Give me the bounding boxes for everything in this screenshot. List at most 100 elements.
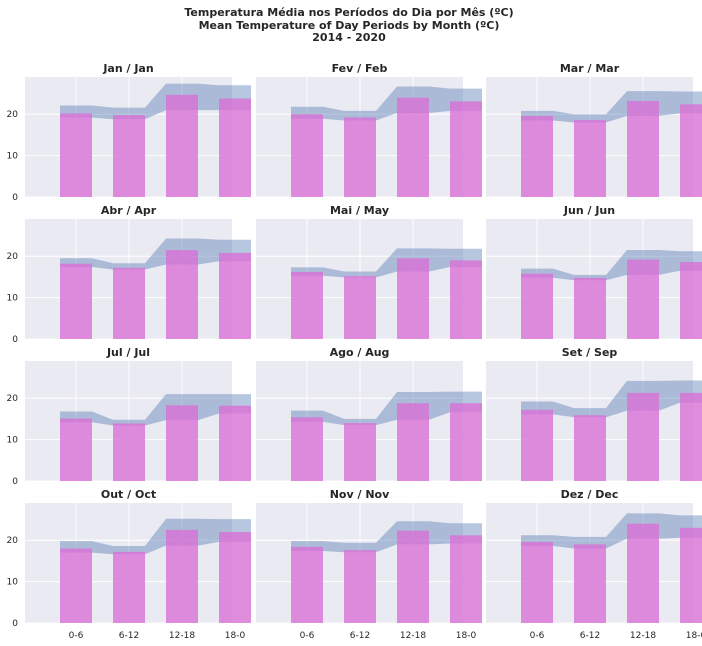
panel-title: Mai / May [330,204,389,217]
y-tick-label: 10 [7,152,19,162]
y-tick-label: 10 [7,436,19,446]
x-tick-label: 0-6 [530,631,545,641]
bar-6-12 [344,550,376,623]
range-band [291,248,482,278]
y-tick-label: 20 [7,536,19,546]
panel-title: Jan / Jan [102,62,153,75]
bar-0-6 [291,114,323,197]
panel-grid: Jan / Jan 0 10 20 Fev / Feb Mar / Mar Abr / Ap… [7,62,702,641]
panel-title: Abr / Apr [101,204,157,217]
bar-12-18 [397,403,429,481]
bar-12-18 [166,94,198,197]
y-tick-label: 0 [12,193,18,203]
subplot-4: Abr / Apr 0 10 20 [7,204,251,345]
bar-0-6 [60,263,92,339]
y-tick-label: 20 [7,394,19,404]
bar-18-0 [680,527,702,623]
title-line-2: Mean Temperature of Day Periods by Month… [199,19,500,32]
bar-6-12 [344,423,376,481]
panel-title: Set / Sep [562,346,618,359]
bar-12-18 [397,97,429,197]
bar-6-12 [344,276,376,339]
bar-0-6 [521,541,553,623]
panel-title: Mar / Mar [560,62,620,75]
y-tick-label: 0 [12,335,18,345]
bar-18-0 [680,262,702,339]
bar-0-6 [291,546,323,623]
range-band [291,86,482,121]
x-tick-label: 0-6 [69,631,84,641]
bar-18-0 [450,260,482,339]
y-tick-label: 10 [7,294,19,304]
bar-18-0 [680,392,702,481]
panel-title: Jun / Jun [563,204,615,217]
bar-12-18 [166,405,198,481]
bar-18-0 [219,405,251,481]
bar-6-12 [574,544,606,623]
bar-18-0 [450,101,482,197]
x-tick-label: 6-12 [350,631,370,641]
y-tick-label: 20 [7,252,19,262]
y-tick-label: 10 [7,578,19,588]
bar-12-18 [627,523,659,623]
panel-title: Ago / Aug [330,346,390,359]
bar-12-18 [627,392,659,481]
bar-12-18 [627,259,659,339]
subplot-1: Jan / Jan 0 10 20 [7,62,251,203]
subplot-8: Ago / Aug [256,346,482,482]
subplot-9: Set / Sep [486,346,702,482]
subplot-11: Nov / Nov 0-6 6-12 12-18 18-0 [256,488,482,641]
panel-title: Jul / Jul [106,346,150,359]
bar-6-12 [344,117,376,197]
bar-0-6 [521,273,553,339]
y-tick-label: 0 [12,477,18,487]
panel-title: Nov / Nov [330,488,390,501]
bar-18-0 [219,252,251,339]
bar-0-6 [521,115,553,197]
x-tick-label: 18-0 [686,631,702,641]
x-tick-label: 0-6 [300,631,315,641]
y-tick-label: 20 [7,110,19,120]
range-band [521,513,702,549]
bar-12-18 [397,530,429,623]
bar-12-18 [166,529,198,623]
x-tick-label: 18-0 [456,631,477,641]
bar-0-6 [291,417,323,481]
bar-18-0 [450,403,482,481]
subplot-6: Jun / Jun [486,204,702,340]
bar-6-12 [113,115,145,197]
range-band [60,238,251,270]
x-tick-label: 6-12 [580,631,600,641]
x-tick-label: 6-12 [119,631,139,641]
bar-6-12 [113,267,145,339]
bar-12-18 [397,258,429,339]
subplot-3: Mar / Mar [486,62,702,198]
x-tick-label: 18-0 [225,631,246,641]
bar-6-12 [574,120,606,197]
bar-18-0 [219,98,251,197]
panel-title: Dez / Dec [561,488,619,501]
bar-12-18 [166,250,198,339]
range-band [60,394,251,426]
figure-title: Temperatura Média nos Períodos do Dia po… [184,6,513,44]
bar-6-12 [574,415,606,481]
bar-18-0 [450,535,482,623]
subplot-12: Dez / Dec 0-6 6-12 12-18 18-0 [486,488,702,641]
bar-0-6 [60,418,92,481]
bar-6-12 [574,277,606,339]
bar-0-6 [521,409,553,481]
subplot-7: Jul / Jul 0 10 20 [7,346,251,487]
bar-0-6 [291,271,323,339]
y-tick-label: 0 [12,619,18,629]
x-tick-label: 12-18 [400,631,426,641]
subplot-2: Fev / Feb [256,62,482,198]
range-band [291,521,482,553]
title-line-3: 2014 - 2020 [312,31,386,44]
bar-0-6 [60,548,92,623]
range-band [60,83,251,120]
subplot-10: Out / Oct 0 10 20 0-6 6-12 12-18 18-0 [7,488,251,641]
bar-6-12 [113,423,145,481]
bar-18-0 [680,104,702,197]
range-band [60,518,251,555]
